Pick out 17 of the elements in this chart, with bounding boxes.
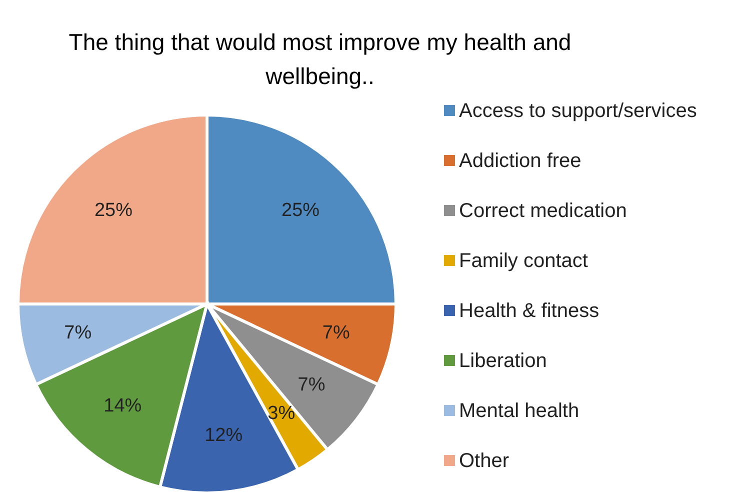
data-label: 12% [204, 424, 243, 446]
legend-label: Other [459, 450, 510, 472]
chart-title: The thing that would most improve my health and wellbeing.. [68, 29, 572, 89]
data-label: 3% [268, 402, 296, 424]
data-label: 25% [94, 200, 133, 221]
data-label: 7% [298, 374, 326, 396]
legend-label: Mental health [459, 400, 580, 422]
legend-label: Addiction free [459, 150, 582, 172]
legend-label: Family contact [459, 250, 588, 272]
legend-label: Health & fitness [459, 300, 600, 322]
legend-label: Liberation [459, 350, 547, 372]
legend-label: Correct medication [459, 200, 627, 222]
legend-label: Access to support/services [459, 100, 697, 122]
data-label: 14% [104, 395, 142, 416]
data-label: 7% [322, 322, 350, 344]
data-label: 25% [282, 200, 320, 221]
data-label: 7% [64, 322, 92, 344]
